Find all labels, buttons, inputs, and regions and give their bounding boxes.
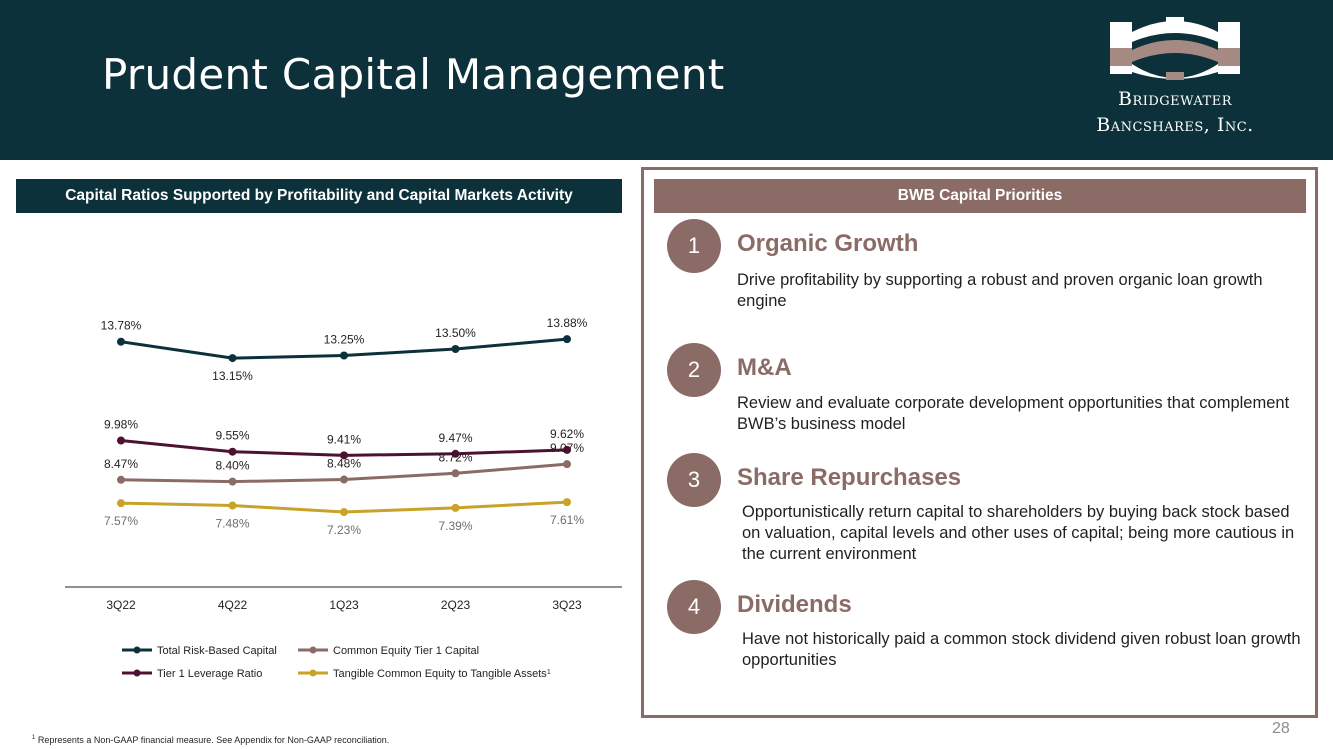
data-label: 7.39% (438, 519, 472, 533)
priority-number-badge: 2 (667, 343, 721, 397)
data-label: 13.15% (212, 369, 253, 383)
data-label: 9.55% (215, 429, 249, 443)
data-point (117, 436, 125, 445)
legend-marker (309, 669, 317, 677)
legend-label: Total Risk-Based Capital (157, 645, 277, 657)
data-point (340, 451, 348, 460)
data-point (563, 498, 571, 507)
data-label: 8.47% (104, 457, 138, 471)
data-label: 7.23% (327, 523, 361, 537)
priorities-header: BWB Capital Priorities (654, 179, 1306, 213)
data-label: 9.47% (438, 431, 472, 445)
legend-marker (309, 646, 317, 654)
data-label: 13.78% (101, 319, 142, 333)
data-label: 7.57% (104, 514, 138, 528)
data-point (340, 475, 348, 484)
data-label: 13.25% (324, 333, 365, 347)
priority-number-badge: 1 (667, 219, 721, 273)
priority-number-badge: 3 (667, 453, 721, 507)
data-point (117, 499, 125, 508)
data-point (117, 475, 125, 484)
footnote-text: Represents a Non-GAAP financial measure.… (37, 735, 390, 745)
data-label: 9.41% (327, 432, 361, 446)
bridge-logo-icon (1110, 17, 1240, 80)
company-logo: Bridgewater Bancshares, Inc. (1060, 14, 1290, 144)
data-label: 9.07% (550, 441, 584, 455)
priority-number-badge: 4 (667, 580, 721, 634)
priority-description: Opportunistically return capital to shar… (742, 503, 1295, 563)
logo-name-line1: Bridgewater (1117, 88, 1233, 110)
legend-superscript: 1 (547, 669, 551, 676)
data-point (117, 337, 125, 346)
data-label: 7.61% (550, 513, 584, 527)
x-tick-label: 1Q23 (329, 598, 359, 612)
footnote-marker: 1 (32, 735, 36, 741)
data-label: 7.48% (215, 517, 249, 531)
data-point (563, 445, 571, 454)
legend-marker (133, 669, 141, 677)
data-point (451, 503, 460, 512)
legend-marker (133, 646, 141, 654)
legend-label: Tier 1 Leverage Ratio (157, 668, 262, 680)
data-point (228, 501, 237, 510)
priority-description: Review and evaluate corporate developmen… (737, 394, 1290, 433)
data-point (451, 449, 460, 458)
x-tick-label: 3Q22 (106, 598, 136, 612)
page-number: 28 (1272, 720, 1290, 737)
data-label: 8.48% (327, 457, 361, 471)
data-label: 8.72% (438, 450, 472, 464)
data-point (563, 335, 571, 344)
capital-ratios-line-chart: 3Q22 4Q22 1Q23 2Q23 3Q23 13.78% 13.15% 13.25% 13… (65, 316, 622, 680)
data-point (228, 477, 237, 486)
footnote: 1 Represents a Non-GAAP financial measur… (32, 735, 389, 745)
legend-label: Tangible Common Equity to Tangible Asset… (333, 668, 551, 680)
data-point (228, 447, 237, 456)
data-point (563, 460, 571, 469)
data-label: 8.40% (215, 459, 249, 473)
priority-description: Drive profitability by supporting a robu… (737, 271, 1263, 310)
x-tick-label: 4Q22 (218, 598, 248, 612)
data-label: 13.50% (435, 326, 476, 340)
data-point (451, 345, 460, 353)
data-label: 9.62% (550, 427, 584, 441)
priority-description: Have not historically paid a common stoc… (742, 630, 1301, 669)
x-tick-label: 3Q23 (552, 598, 582, 612)
data-point (340, 508, 348, 517)
data-label: 9.98% (104, 418, 138, 432)
header-banner: Prudent Capital Management Bridgewater B… (0, 0, 1333, 160)
x-tick-label: 2Q23 (441, 598, 471, 612)
data-point (451, 469, 460, 478)
priorities-panel (641, 167, 1318, 718)
priority-title: M&A (737, 354, 792, 381)
page-title: Prudent Capital Management (102, 50, 725, 99)
data-label: 13.88% (547, 316, 588, 330)
priority-title: Share Repurchases (737, 464, 962, 491)
legend-label: Common Equity Tier 1 Capital (333, 645, 479, 657)
priority-title: Organic Growth (737, 230, 919, 257)
chart-header: Capital Ratios Supported by Profitabilit… (16, 179, 622, 213)
logo-name-line2: Bancshares, Inc. (1096, 114, 1254, 136)
priority-title: Dividends (737, 591, 852, 618)
data-point (228, 354, 237, 363)
data-point (340, 351, 348, 360)
